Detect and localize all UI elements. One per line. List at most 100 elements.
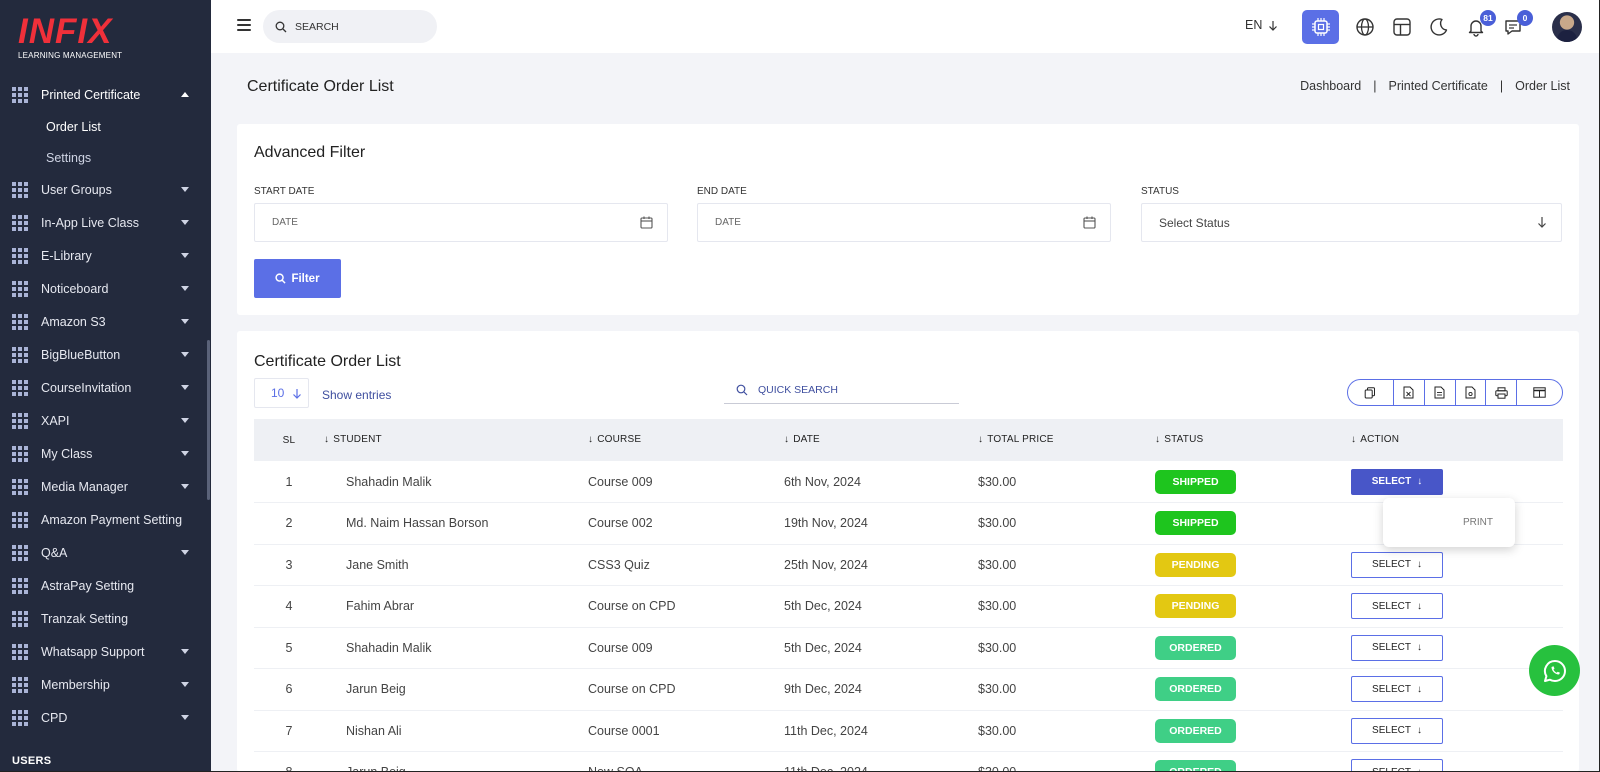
status-select[interactable]: Select Status: [1141, 203, 1562, 242]
sidebar-item-my-class[interactable]: My Class: [0, 437, 211, 470]
column-header-date[interactable]: ↓ DATE: [784, 419, 978, 461]
column-visibility-button[interactable]: [1517, 380, 1562, 405]
action-dropdown-menu: PRINT: [1383, 498, 1515, 547]
sidebar-item-bigbluebutton[interactable]: BigBlueButton: [0, 338, 211, 371]
export-button-group: [1347, 379, 1563, 406]
sidebar-menu: Printed Certificate Order List Settings …: [0, 78, 211, 734]
cell-action: SELECT ↓: [1351, 461, 1563, 503]
action-select-button[interactable]: SELECT ↓: [1351, 468, 1443, 495]
start-date-field[interactable]: DATE: [254, 203, 668, 242]
breadcrumb-dashboard[interactable]: Dashboard: [1300, 79, 1362, 93]
advanced-filter-card: Advanced Filter START DATE DATE END DATE…: [237, 124, 1579, 315]
sort-arrow-icon: ↓: [324, 434, 330, 446]
cell-status: PENDING: [1155, 544, 1351, 586]
quick-search-box[interactable]: [724, 376, 959, 404]
column-header-status[interactable]: ↓ STATUS: [1155, 419, 1351, 461]
action-select-button[interactable]: SELECT ↓: [1351, 551, 1443, 578]
messages-icon[interactable]: 0: [1502, 10, 1533, 38]
cell-date: 11th Dec, 2024: [784, 751, 978, 772]
cell-student: Fahim Abrar: [324, 585, 588, 628]
search-box[interactable]: [263, 10, 437, 43]
breadcrumb-printed-certificate[interactable]: Printed Certificate: [1388, 79, 1488, 93]
layout-icon[interactable]: [1391, 16, 1413, 38]
logo[interactable]: INFIX LEARNING MANAGEMENT: [18, 14, 158, 64]
moon-icon[interactable]: [1428, 16, 1450, 38]
print-button[interactable]: [1486, 380, 1518, 405]
action-select-button[interactable]: SELECT ↓: [1351, 676, 1443, 703]
copy-button[interactable]: [1348, 380, 1394, 405]
cell-action: SELECT ↓: [1351, 627, 1563, 669]
column-header-label: ACTION: [1360, 434, 1400, 446]
cpu-icon: [1311, 18, 1330, 36]
sidebar-item-courseinvitation[interactable]: CourseInvitation: [0, 371, 211, 404]
action-select-button[interactable]: SELECT ↓: [1351, 759, 1443, 772]
sidebar-item-membership[interactable]: Membership: [0, 668, 211, 701]
table-row: 5 Shahadin Malik Course 009 5th Dec, 2024 $3…: [254, 627, 1563, 669]
action-select-button[interactable]: SELECT ↓: [1351, 634, 1443, 661]
cell-course: Course 0001: [588, 710, 784, 752]
column-header-total-price[interactable]: ↓ TOTAL PRICE: [978, 419, 1155, 461]
caret-down-icon: [181, 253, 189, 258]
quick-search-input[interactable]: [758, 383, 938, 396]
action-select-button[interactable]: SELECT ↓: [1351, 717, 1443, 744]
cell-student: Jarun Beig: [324, 668, 588, 711]
excel-file-icon: [1403, 386, 1414, 399]
sidebar-item-label: XAPI: [41, 413, 70, 428]
filter-button[interactable]: Filter: [254, 259, 341, 298]
caret-down-icon: [181, 418, 189, 423]
cpu-button[interactable]: [1302, 10, 1339, 44]
caret-down-icon: [181, 682, 189, 687]
sidebar-item-xapi[interactable]: XAPI: [0, 404, 211, 437]
sidebar-item-cpd[interactable]: CPD: [0, 701, 211, 734]
column-header-action[interactable]: ↓ ACTION: [1351, 419, 1563, 461]
language-selector[interactable]: EN: [1245, 18, 1278, 32]
end-date-field[interactable]: DATE: [697, 203, 1111, 242]
sidebar-item-amazon-s3[interactable]: Amazon S3: [0, 305, 211, 338]
dropdown-item-print[interactable]: PRINT: [1463, 517, 1493, 528]
user-avatar[interactable]: [1552, 12, 1582, 42]
sidebar-subitem-settings[interactable]: Settings: [46, 150, 92, 165]
column-header-sl[interactable]: SL: [282, 434, 296, 446]
globe-icon[interactable]: [1354, 16, 1376, 38]
sidebar-item-e-library[interactable]: E-Library: [0, 239, 211, 272]
export-excel-button[interactable]: [1394, 380, 1425, 405]
sidebar-item-tranzak-setting[interactable]: Tranzak Setting: [0, 602, 211, 635]
cell-date: 5th Dec, 2024: [784, 627, 978, 669]
arrow-down-icon: ↓: [1417, 767, 1422, 772]
sidebar-item-q-a[interactable]: Q&A: [0, 536, 211, 569]
arrow-down-icon: ↓: [1416, 683, 1422, 695]
sidebar-section-users: USERS: [12, 755, 52, 767]
calendar-icon: [640, 216, 653, 229]
breadcrumb-order-list: Order List: [1515, 79, 1570, 93]
entries-select[interactable]: 10: [254, 378, 309, 408]
hamburger-menu-icon[interactable]: [237, 19, 251, 31]
column-header-student[interactable]: ↓ STUDENT: [324, 419, 588, 461]
sidebar-item-in-app-live-class[interactable]: In-App Live Class: [0, 206, 211, 239]
sidebar-item-noticeboard[interactable]: Noticeboard: [0, 272, 211, 305]
sidebar-item-whatsapp-support[interactable]: Whatsapp Support: [0, 635, 211, 668]
export-csv-button[interactable]: [1425, 380, 1456, 405]
sidebar-item-user-groups[interactable]: User Groups: [0, 173, 211, 206]
column-header-course[interactable]: ↓ COURSE: [588, 419, 784, 461]
sidebar-item-media-manager[interactable]: Media Manager: [0, 470, 211, 503]
sidebar-item-label: Q&A: [41, 545, 68, 560]
sidebar-scrollbar[interactable]: [207, 340, 210, 500]
table-row: 2 Md. Naim Hassan Borson Course 002 19th No…: [254, 502, 1563, 545]
notification-bell-icon[interactable]: 81: [1465, 10, 1496, 38]
column-header-label: STUDENT: [333, 434, 382, 446]
action-select-button[interactable]: SELECT ↓: [1351, 593, 1443, 620]
table-row: 1 Shahadin Malik Course 009 6th Nov, 2024 $3…: [254, 461, 1563, 503]
cell-sl: 5: [254, 627, 324, 669]
search-input[interactable]: [295, 20, 415, 33]
sidebar-subitem-order-list[interactable]: Order List: [46, 119, 101, 134]
logo-subtitle: LEARNING MANAGEMENT: [18, 51, 123, 60]
action-select-label: SELECT: [1372, 642, 1411, 654]
status-badge: ORDERED: [1155, 677, 1236, 702]
caret-down-icon: [181, 550, 189, 555]
sidebar-item-amazon-payment-setting[interactable]: Amazon Payment Setting: [0, 503, 211, 536]
sidebar-item-astrapay-setting[interactable]: AstraPay Setting: [0, 569, 211, 602]
export-pdf-button[interactable]: [1456, 380, 1487, 405]
whatsapp-chat-button[interactable]: [1529, 645, 1580, 696]
caret-down-icon: [181, 220, 189, 225]
sidebar-item-printed-certificate[interactable]: Printed Certificate: [0, 78, 211, 111]
